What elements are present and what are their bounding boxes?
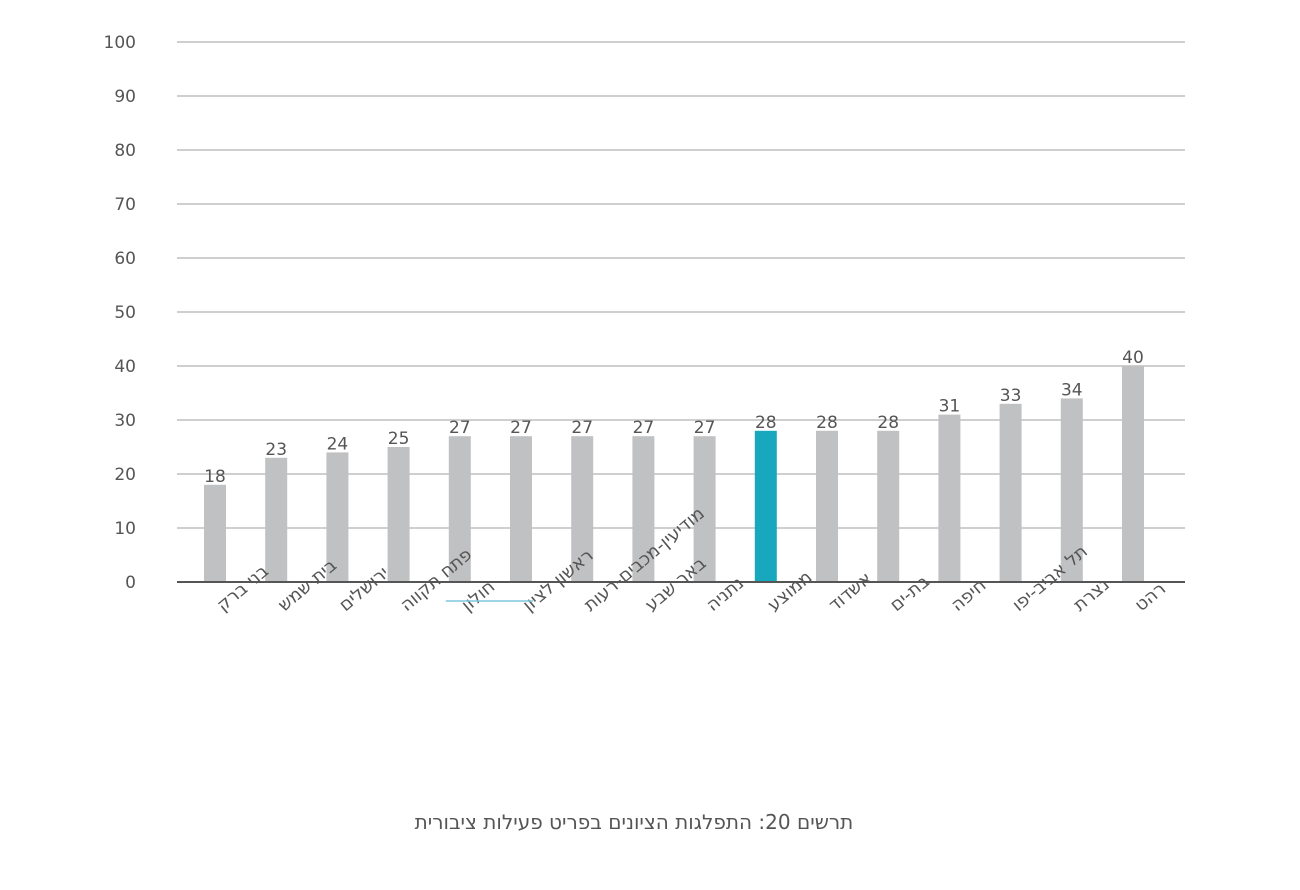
bar — [693, 436, 716, 582]
data-label: 23 — [265, 440, 287, 460]
y-tick-label: 100 — [104, 33, 136, 53]
bar — [1122, 366, 1144, 582]
data-label: 31 — [939, 397, 961, 417]
bar — [265, 457, 288, 582]
data-label: 27 — [571, 418, 593, 438]
bar — [204, 484, 226, 582]
y-tick-label: 50 — [114, 303, 136, 323]
data-label: 27 — [449, 418, 471, 438]
y-tick-label: 40 — [114, 357, 136, 377]
y-tick-label: 20 — [114, 465, 136, 485]
y-tick-label: 10 — [114, 519, 136, 539]
data-label: 24 — [327, 434, 349, 454]
y-tick-label: 30 — [114, 411, 136, 431]
bar — [326, 452, 349, 582]
bar — [448, 436, 471, 582]
y-tick-label: 80 — [114, 141, 136, 161]
data-label: 27 — [633, 418, 655, 438]
y-tick-label: 90 — [114, 87, 136, 107]
bar — [877, 430, 900, 582]
bar — [571, 436, 594, 582]
bar-highlight — [754, 430, 777, 582]
y-tick-label: 0 — [125, 573, 136, 593]
y-tick-label: 70 — [114, 195, 136, 215]
data-label: 27 — [694, 418, 716, 438]
bar — [816, 430, 838, 582]
chart-caption: תרשים 20: התפלגות הציונים בפריט פעילות צ… — [415, 810, 854, 834]
bars — [204, 366, 1144, 582]
data-label: 28 — [877, 413, 899, 433]
data-label: 40 — [1122, 348, 1144, 368]
x-tick-label: רהט — [1131, 578, 1170, 616]
data-label: 28 — [755, 413, 777, 433]
data-label: 27 — [510, 418, 532, 438]
bar — [632, 436, 655, 582]
y-axis-ticks: 0 10 20 30 40 50 60 70 80 90 100 — [104, 33, 136, 593]
bar — [387, 447, 410, 582]
data-label: 34 — [1061, 380, 1083, 400]
data-label: 28 — [816, 413, 838, 433]
data-labels: 18 23 24 25 27 27 27 27 27 28 28 28 31 33 34 40 — [204, 348, 1144, 487]
data-label: 25 — [388, 429, 410, 449]
bar — [1060, 398, 1083, 582]
bar — [999, 403, 1022, 582]
bar — [938, 414, 961, 582]
data-label: 33 — [1000, 386, 1022, 406]
y-tick-label: 60 — [114, 249, 136, 269]
data-label: 18 — [204, 467, 226, 487]
bar — [510, 436, 532, 582]
